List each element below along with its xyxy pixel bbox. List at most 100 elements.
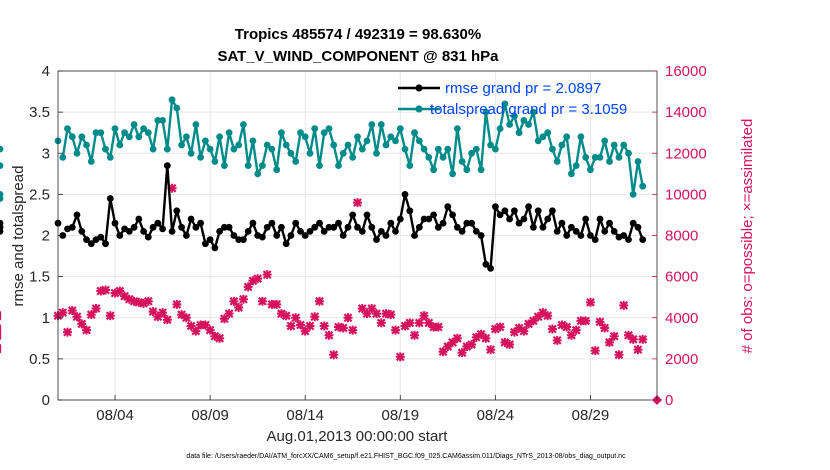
series-0-point — [339, 232, 347, 239]
obs-marker — [353, 198, 362, 208]
series-0-point — [173, 207, 181, 215]
series-1-point — [463, 166, 471, 174]
series-0-point — [610, 228, 618, 235]
series-1-point — [268, 145, 276, 153]
series-0-point — [68, 223, 76, 231]
series-1-point — [525, 121, 532, 128]
obs-marker — [224, 309, 234, 319]
series-0-point — [520, 215, 528, 223]
series-1-point — [639, 182, 647, 190]
series-0-point — [572, 228, 580, 235]
series-0-point — [506, 215, 513, 223]
obs-marker — [571, 325, 581, 335]
series-0-point — [582, 215, 590, 223]
series-0-point — [439, 219, 447, 227]
series-0-point — [534, 207, 542, 215]
series-0-point — [449, 211, 456, 219]
series-1-point — [358, 145, 366, 153]
series-1-point — [259, 162, 266, 170]
series-0-point — [144, 233, 152, 241]
series-1-point — [68, 133, 76, 141]
series-0-point — [244, 228, 252, 235]
series-1-point — [382, 141, 390, 149]
series-1-point — [601, 137, 609, 145]
series-1-point — [587, 166, 594, 174]
obs-marker — [191, 326, 201, 336]
obs-marker — [158, 308, 168, 318]
series-0-point — [387, 219, 395, 227]
obs-marker — [295, 320, 305, 330]
series-0-point — [425, 215, 433, 223]
series-0-point — [140, 228, 148, 235]
series-0-point — [482, 260, 490, 268]
y-tick-label-8: 4 — [42, 63, 50, 80]
series-0-point — [415, 223, 423, 231]
series-1-point — [316, 162, 323, 170]
obs-marker — [614, 350, 624, 360]
obs-marker — [324, 330, 334, 340]
series-1-point — [530, 108, 537, 116]
series-0-point — [492, 203, 499, 211]
series-1-point — [306, 149, 314, 157]
obs-marker — [452, 333, 462, 343]
obs-marker — [562, 322, 572, 332]
left-axis-ticks: 0 0.5 1 1.5 2 2.5 3 3.5 4 — [29, 63, 63, 409]
obs-marker — [585, 297, 595, 307]
series-1-point — [173, 104, 181, 112]
series-0-point — [525, 203, 532, 211]
obs-marker — [101, 285, 111, 295]
obs-marker — [281, 311, 291, 321]
series-1-point — [387, 133, 395, 141]
obs-marker — [467, 339, 477, 349]
y-tick-label-5: 2.5 — [29, 186, 50, 203]
series-0-point — [396, 215, 404, 223]
series-0-point — [111, 219, 119, 227]
obs-marker — [395, 352, 405, 362]
series-0-point — [487, 265, 494, 272]
series-0-point — [587, 232, 594, 239]
obs-marker — [91, 303, 101, 313]
obs-marker — [609, 331, 619, 341]
y2-tick-label-1: 2000 — [665, 351, 698, 368]
x-tick-label-3: 08/19 — [382, 407, 420, 424]
series-0-point — [292, 219, 300, 227]
series-0-point — [354, 223, 361, 231]
y2-tick-label-7: 14000 — [665, 104, 707, 121]
y2-tick-label-0: 0 — [665, 392, 673, 409]
series-1-point — [325, 125, 333, 132]
obs-marker — [547, 324, 557, 334]
x-tick-label-4: 08/24 — [477, 407, 515, 424]
series-1-point — [496, 125, 504, 132]
series-1-point — [130, 121, 138, 128]
series-0-point — [511, 207, 518, 215]
series-1-point — [396, 125, 404, 132]
series-0-point — [568, 223, 575, 231]
series-0-point — [363, 211, 371, 219]
series-0-point — [268, 219, 276, 227]
series-0-point — [221, 223, 228, 231]
obs-marker — [58, 308, 68, 318]
series-0-point — [458, 228, 466, 235]
y-tick-label-3: 1.5 — [29, 269, 50, 286]
obs-marker — [310, 312, 320, 322]
series-1-point — [111, 125, 119, 132]
obs-marker — [82, 325, 92, 335]
obs-markers — [0, 183, 662, 405]
series-1-point — [549, 145, 556, 153]
series-1-point — [178, 141, 186, 149]
series-1-point — [539, 133, 547, 141]
series-0-point — [320, 228, 328, 235]
series-1-point — [330, 141, 338, 149]
x-tick-label-2: 08/14 — [286, 407, 324, 424]
series-0-point — [577, 232, 585, 239]
series-0-point — [202, 240, 209, 248]
y-tick-label-2: 1 — [42, 310, 50, 327]
series-0-point — [73, 211, 81, 219]
series-0-point — [259, 233, 266, 241]
series-0-point — [330, 223, 338, 231]
series-1-point — [59, 154, 67, 161]
series-0-point — [154, 219, 162, 227]
series-1-point — [0, 195, 4, 202]
obs-marker — [372, 309, 382, 319]
series-1-point — [320, 129, 328, 137]
